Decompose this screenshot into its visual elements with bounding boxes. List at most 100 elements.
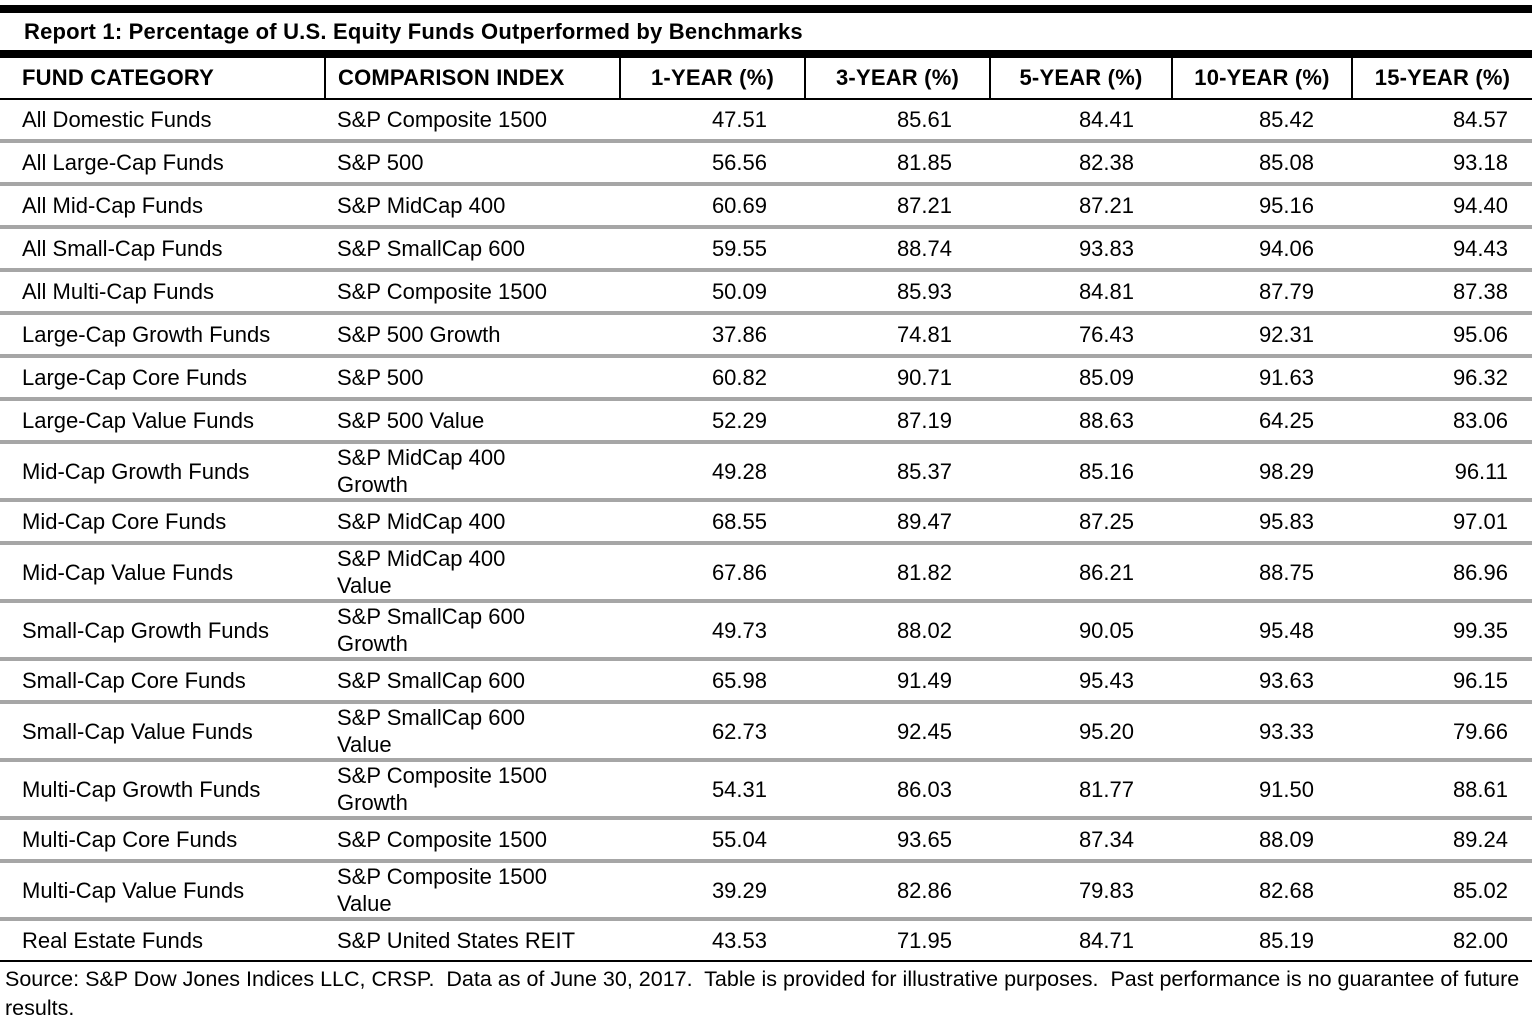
header-row: FUND CATEGORY COMPARISON INDEX 1-YEAR (%…	[0, 58, 1532, 100]
value-5-year-cell: 87.34	[990, 818, 1172, 863]
comparison-index-cell: S&P Composite 1500 Value	[325, 861, 620, 921]
comparison-index-cell: S&P 500	[325, 356, 620, 401]
comparison-index-cell: S&P SmallCap 600	[325, 227, 620, 272]
fund-category-cell: Large-Cap Growth Funds	[0, 313, 325, 358]
table-row: Small-Cap Value Funds S&P SmallCap 600 Va…	[0, 702, 1532, 762]
value-5-year-cell: 81.77	[990, 760, 1172, 820]
value-3-year-cell: 71.95	[805, 919, 990, 962]
column-header-fund-category: FUND CATEGORY	[0, 58, 325, 100]
comparison-index-cell: S&P MidCap 400 Growth	[325, 442, 620, 502]
comparison-index-cell: S&P SmallCap 600 Growth	[325, 601, 620, 661]
value-15-year-cell: 87.38	[1352, 270, 1532, 315]
fund-category-cell: Mid-Cap Core Funds	[0, 500, 325, 545]
value-1-year-cell: 56.56	[620, 141, 805, 186]
value-1-year-cell: 55.04	[620, 818, 805, 863]
value-5-year-cell: 88.63	[990, 399, 1172, 444]
comparison-index-cell: S&P 500 Growth	[325, 313, 620, 358]
value-1-year-cell: 60.69	[620, 184, 805, 229]
value-3-year-cell: 81.85	[805, 141, 990, 186]
value-10-year-cell: 82.68	[1172, 861, 1352, 921]
value-3-year-cell: 87.21	[805, 184, 990, 229]
value-5-year-cell: 86.21	[990, 543, 1172, 603]
value-5-year-cell: 84.41	[990, 99, 1172, 143]
column-header-15-year: 15-YEAR (%)	[1351, 58, 1532, 100]
comparison-index-cell: S&P Composite 1500 Growth	[325, 760, 620, 820]
value-10-year-cell: 85.42	[1172, 99, 1352, 143]
value-5-year-cell: 93.83	[990, 227, 1172, 272]
value-15-year-cell: 99.35	[1352, 601, 1532, 661]
comparison-index-cell: S&P Composite 1500	[325, 818, 620, 863]
fund-category-cell: All Mid-Cap Funds	[0, 184, 325, 229]
comparison-index-cell: S&P 500	[325, 141, 620, 186]
column-header-1-year: 1-YEAR (%)	[619, 58, 805, 100]
value-5-year-cell: 95.20	[990, 702, 1172, 762]
value-15-year-cell: 96.32	[1352, 356, 1532, 401]
comparison-index-cell: S&P MidCap 400	[325, 184, 620, 229]
value-15-year-cell: 82.00	[1352, 919, 1532, 962]
value-15-year-cell: 83.06	[1352, 399, 1532, 444]
table-row: Multi-Cap Core Funds S&P Composite 1500 55…	[0, 818, 1532, 863]
table-row: Multi-Cap Growth Funds S&P Composite 1500…	[0, 760, 1532, 820]
comparison-index-cell: S&P 500 Value	[325, 399, 620, 444]
value-1-year-cell: 59.55	[620, 227, 805, 272]
value-1-year-cell: 67.86	[620, 543, 805, 603]
value-5-year-cell: 84.71	[990, 919, 1172, 962]
value-5-year-cell: 79.83	[990, 861, 1172, 921]
value-3-year-cell: 81.82	[805, 543, 990, 603]
value-15-year-cell: 94.43	[1352, 227, 1532, 272]
table-row: Small-Cap Core Funds S&P SmallCap 600 65.9…	[0, 659, 1532, 704]
table-row: All Small-Cap Funds S&P SmallCap 600 59.55…	[0, 227, 1532, 272]
column-header-10-year: 10-YEAR (%)	[1171, 58, 1352, 100]
value-1-year-cell: 47.51	[620, 99, 805, 143]
table-row: Large-Cap Core Funds S&P 500 60.82 90.71 85.…	[0, 356, 1532, 401]
value-10-year-cell: 93.63	[1172, 659, 1352, 704]
table-row: Mid-Cap Core Funds S&P MidCap 400 68.55 89.…	[0, 500, 1532, 545]
value-5-year-cell: 90.05	[990, 601, 1172, 661]
fund-category-cell: Small-Cap Value Funds	[0, 702, 325, 762]
fund-category-cell: Small-Cap Growth Funds	[0, 601, 325, 661]
value-10-year-cell: 91.50	[1172, 760, 1352, 820]
value-10-year-cell: 94.06	[1172, 227, 1352, 272]
value-15-year-cell: 96.11	[1352, 442, 1532, 502]
value-10-year-cell: 95.16	[1172, 184, 1352, 229]
top-rule	[0, 5, 1532, 13]
value-15-year-cell: 96.15	[1352, 659, 1532, 704]
value-1-year-cell: 60.82	[620, 356, 805, 401]
value-15-year-cell: 97.01	[1352, 500, 1532, 545]
funds-benchmark-table: FUND CATEGORY COMPARISON INDEX 1-YEAR (%…	[0, 58, 1532, 962]
value-5-year-cell: 87.21	[990, 184, 1172, 229]
value-5-year-cell: 85.16	[990, 442, 1172, 502]
fund-category-cell: Large-Cap Value Funds	[0, 399, 325, 444]
value-10-year-cell: 95.83	[1172, 500, 1352, 545]
report-title: Report 1: Percentage of U.S. Equity Fund…	[24, 18, 803, 44]
value-10-year-cell: 85.19	[1172, 919, 1352, 962]
value-10-year-cell: 98.29	[1172, 442, 1352, 502]
table-body: All Domestic Funds S&P Composite 1500 47.5…	[0, 99, 1532, 962]
value-3-year-cell: 85.93	[805, 270, 990, 315]
table-row: Small-Cap Growth Funds S&P SmallCap 600 G…	[0, 601, 1532, 661]
table-row: All Large-Cap Funds S&P 500 56.56 81.85 82.3…	[0, 141, 1532, 186]
value-3-year-cell: 74.81	[805, 313, 990, 358]
value-3-year-cell: 93.65	[805, 818, 990, 863]
value-5-year-cell: 87.25	[990, 500, 1172, 545]
fund-category-cell: Mid-Cap Growth Funds	[0, 442, 325, 502]
value-10-year-cell: 88.75	[1172, 543, 1352, 603]
fund-category-cell: Multi-Cap Value Funds	[0, 861, 325, 921]
value-15-year-cell: 93.18	[1352, 141, 1532, 186]
value-10-year-cell: 93.33	[1172, 702, 1352, 762]
value-1-year-cell: 43.53	[620, 919, 805, 962]
value-3-year-cell: 82.86	[805, 861, 990, 921]
comparison-index-cell: S&P SmallCap 600 Value	[325, 702, 620, 762]
value-3-year-cell: 85.37	[805, 442, 990, 502]
value-15-year-cell: 79.66	[1352, 702, 1532, 762]
fund-category-cell: All Small-Cap Funds	[0, 227, 325, 272]
value-1-year-cell: 68.55	[620, 500, 805, 545]
fund-category-cell: Large-Cap Core Funds	[0, 356, 325, 401]
value-10-year-cell: 64.25	[1172, 399, 1352, 444]
table-row: All Mid-Cap Funds S&P MidCap 400 60.69 87.2…	[0, 184, 1532, 229]
fund-category-cell: Small-Cap Core Funds	[0, 659, 325, 704]
value-1-year-cell: 62.73	[620, 702, 805, 762]
source-note: Source: S&P Dow Jones Indices LLC, CRSP.…	[5, 967, 1526, 1020]
fund-category-cell: All Domestic Funds	[0, 99, 325, 143]
